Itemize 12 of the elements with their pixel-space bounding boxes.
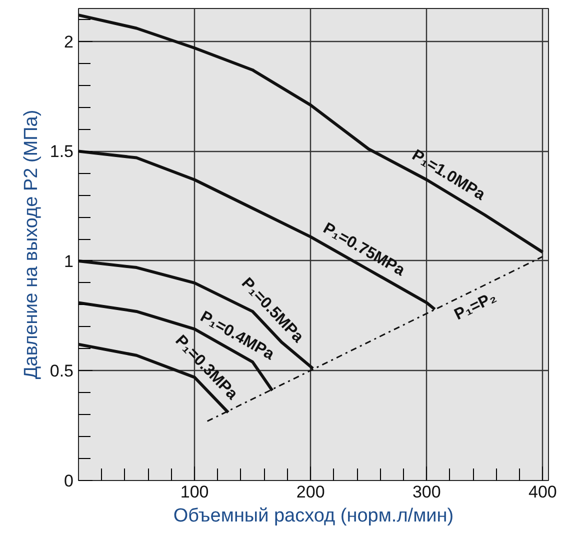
text: P₁=P₂ (452, 288, 500, 324)
y-tick-label: 0 (64, 472, 74, 490)
x-tick-label: 400 (528, 482, 557, 502)
y-axis-title: Давление на выходе P2 (МПа) (20, 110, 42, 380)
y-tick-label: 2 (64, 32, 74, 52)
y-tick-label: 1.5 (50, 142, 74, 162)
x-axis-title: Объемный расход (норм.л/мин) (173, 506, 454, 526)
x-tick-label: 100 (180, 482, 209, 502)
x-tick-label: 200 (296, 482, 325, 502)
y-tick-label: 1 (64, 252, 74, 271)
x-tick-label: 300 (412, 482, 441, 502)
y-tick-label: 0.5 (50, 362, 74, 381)
